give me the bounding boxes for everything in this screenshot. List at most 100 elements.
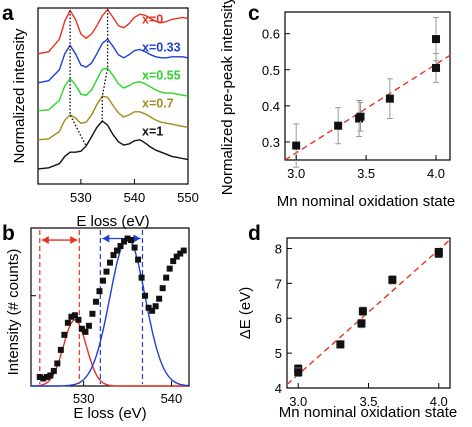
panel-b: b 530 540 Intensity (# counts) E loss (eV… xyxy=(2,222,190,422)
spectrum-line-x=0 xyxy=(37,8,189,55)
data-point xyxy=(40,375,47,382)
data-point xyxy=(177,250,184,257)
panel-d-frame xyxy=(286,237,451,389)
data-point xyxy=(54,360,61,367)
y-tick-label: 6 xyxy=(275,311,282,326)
data-point xyxy=(47,372,54,379)
data-point xyxy=(117,243,124,250)
data-point xyxy=(78,325,85,332)
data-point xyxy=(71,312,78,319)
data-point xyxy=(57,346,64,353)
spectrum-line-x=0.7 xyxy=(37,95,189,141)
data-point xyxy=(145,304,152,311)
data-point xyxy=(170,258,177,265)
panel-b-x-axis-label: E loss (eV) xyxy=(73,405,146,422)
data-point xyxy=(336,340,345,349)
x-tick-label: 530 xyxy=(73,391,95,406)
data-point xyxy=(96,288,103,295)
data-point xyxy=(82,328,89,335)
panel-c-ticks: 3.0 3.5 4.0 0.3 0.4 0.5 0.6 xyxy=(262,27,445,181)
data-point xyxy=(292,141,301,150)
data-point xyxy=(64,319,71,326)
y-tick-label: 0.4 xyxy=(262,99,280,114)
data-point xyxy=(432,35,441,44)
data-point xyxy=(152,303,159,310)
y-tick-label: 4 xyxy=(275,381,282,396)
data-point xyxy=(50,367,57,374)
peak-guide-line xyxy=(101,9,109,121)
y-tick-label: 0.5 xyxy=(262,63,280,78)
panel-d: d 3.0 3.5 4.0 4 5 6 7 8 ΔE (eV) Mn nominal oxid… xyxy=(237,222,457,421)
series-label-x=0.55: x=0.55 xyxy=(142,68,181,82)
panel-c-plot xyxy=(284,16,451,168)
panel-c-y-label-text: Normalized pre-peak intensity xyxy=(219,0,236,195)
panel-a-plot: x=0 x=0.33 x=0.55 x=0.7 x=1 xyxy=(37,8,189,170)
panel-a: a x=0 x=0.33 x=0.55 x=0.7 x=1 530 540 550 Norm… xyxy=(2,2,199,230)
gaussian-fit-curve xyxy=(31,237,189,387)
data-point xyxy=(138,274,145,281)
data-point xyxy=(110,252,117,259)
series-label-x=1: x=1 xyxy=(142,124,163,138)
x-tick-label: 3.5 xyxy=(357,166,375,181)
data-point xyxy=(43,373,50,380)
data-point xyxy=(166,265,173,272)
data-point xyxy=(124,235,131,242)
y-tick-label: 0.6 xyxy=(262,27,280,42)
data-point xyxy=(180,247,187,254)
data-point xyxy=(357,319,366,328)
panel-d-x-axis-label: Mn nominal oxidation state xyxy=(279,404,457,421)
data-point xyxy=(85,322,92,329)
y-tick-label: 0.3 xyxy=(262,135,280,150)
data-point xyxy=(356,112,365,121)
panel-a-x-axis-label: E loss (eV) xyxy=(76,213,149,230)
panel-c-x-axis-label: Mn nominal oxidation state xyxy=(277,193,455,210)
panel-c-letter: c xyxy=(248,2,260,25)
data-point xyxy=(294,368,303,377)
x-tick-label: 3.0 xyxy=(289,394,307,409)
linear-fit-line xyxy=(284,54,451,161)
spectrum-line-x=0.33 xyxy=(37,38,189,84)
data-point xyxy=(173,253,180,260)
x-tick-label: 540 xyxy=(124,190,146,205)
data-point xyxy=(36,373,43,380)
linear-fit-line xyxy=(286,239,451,386)
panel-b-y-axis-label: Intensity (# counts) xyxy=(5,249,22,376)
panel-b-letter: b xyxy=(2,222,15,245)
data-point xyxy=(107,259,113,266)
data-point xyxy=(128,237,135,244)
data-point xyxy=(159,285,166,292)
panel-a-letter: a xyxy=(2,2,14,25)
panel-a-y-axis-label: Normalized intensity xyxy=(11,28,28,164)
panel-d-letter: d xyxy=(248,222,261,245)
series-label-x=0.33: x=0.33 xyxy=(142,40,181,54)
panel-d-plot xyxy=(286,239,451,386)
data-point xyxy=(75,316,82,323)
data-point xyxy=(385,94,394,103)
data-point xyxy=(163,274,170,281)
data-point xyxy=(131,244,138,251)
x-tick-label: 4.0 xyxy=(427,166,445,181)
data-point xyxy=(432,63,441,72)
data-point xyxy=(434,247,443,256)
y-tick-label: 8 xyxy=(275,241,282,256)
data-point xyxy=(68,313,75,320)
spectrum-line-x=1 xyxy=(37,120,189,170)
panel-a-x-ticks: 530 540 550 xyxy=(70,179,199,205)
fwhm-arrow-head-right xyxy=(70,236,78,245)
y-tick-label: 5 xyxy=(275,346,282,361)
gaussian-fit-curve xyxy=(30,319,189,387)
x-tick-label: 3.5 xyxy=(359,394,377,409)
fwhm-arrow-head-left xyxy=(41,236,49,245)
data-point xyxy=(142,292,149,299)
panel-d-ticks: 3.0 3.5 4.0 4 5 6 7 8 xyxy=(275,241,448,409)
panel-c-frame xyxy=(284,11,451,161)
data-point xyxy=(89,310,96,317)
data-point xyxy=(149,307,156,314)
x-tick-label: 3.0 xyxy=(287,166,305,181)
panel-b-x-ticks: 530 540 xyxy=(31,295,182,406)
data-point xyxy=(92,298,99,305)
panel-c-y-axis-label-line1: Normalized pre-peak intensity xyxy=(219,0,236,195)
data-point xyxy=(114,247,121,254)
peak-guide-line xyxy=(69,10,87,147)
